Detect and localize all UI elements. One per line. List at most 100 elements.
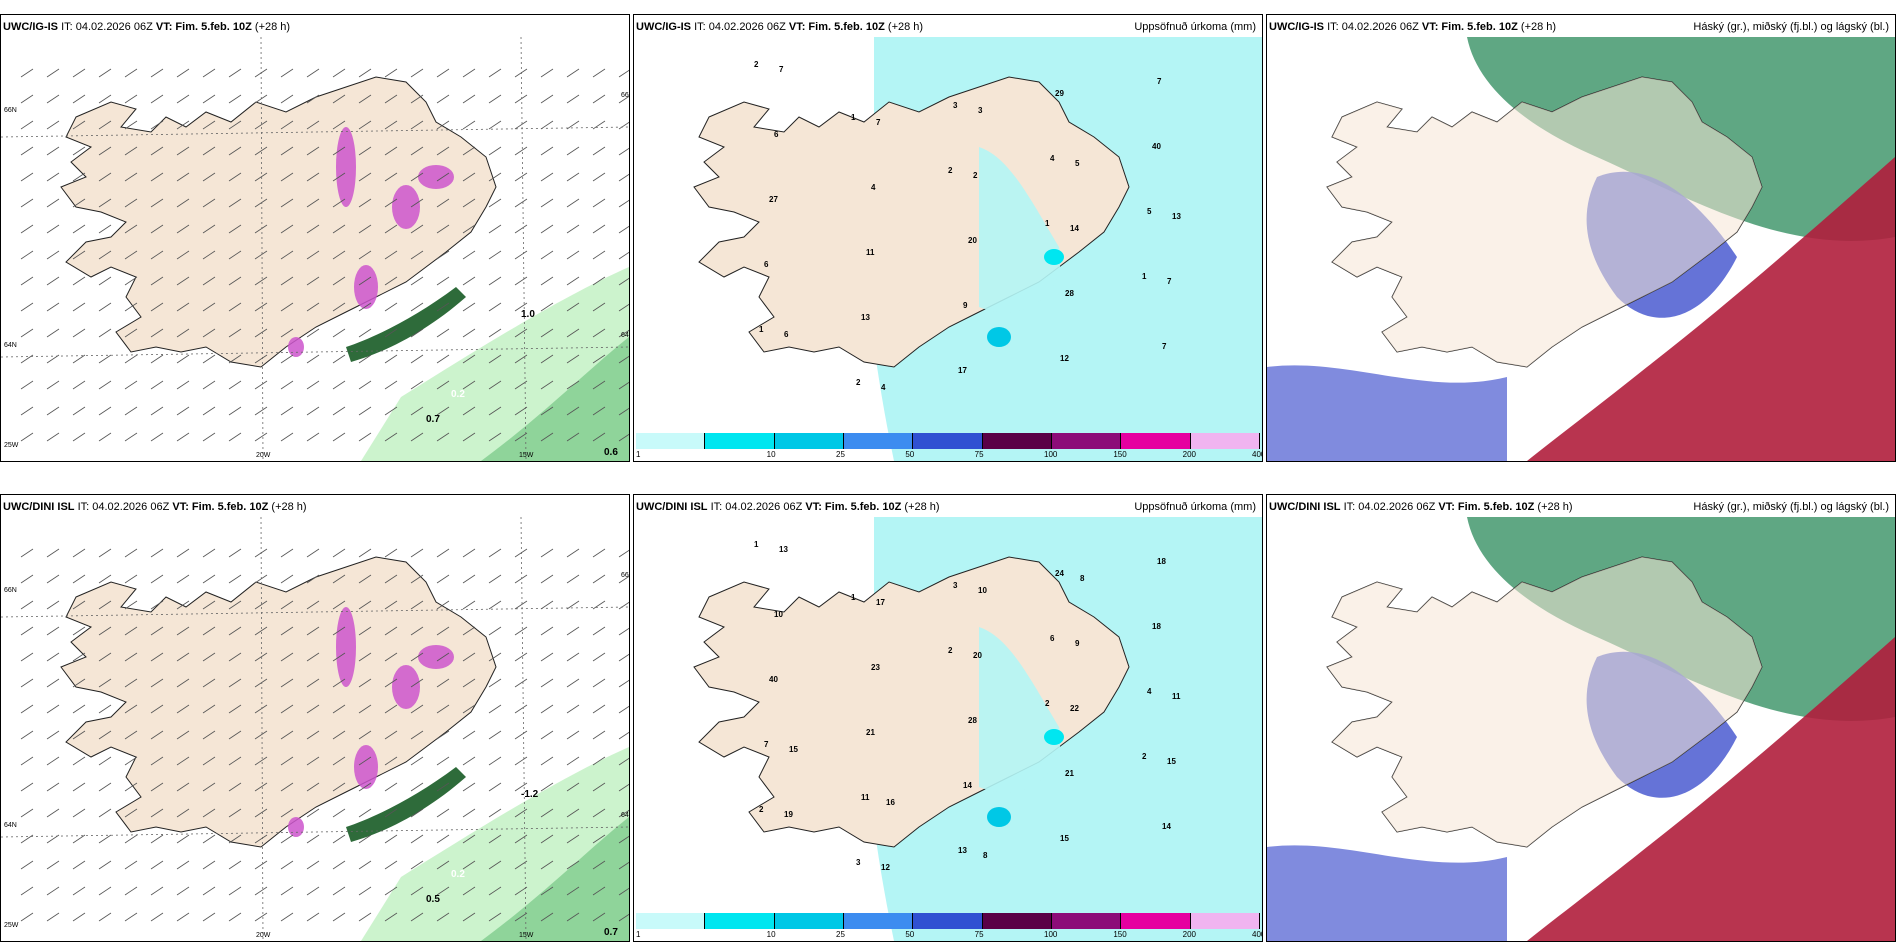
wind-barb: [540, 328, 554, 338]
map-panel-wind[interactable]: UWC/DINI ISL IT: 04.02.2026 06Z VT: Fim.…: [0, 494, 630, 942]
map-panel-wind[interactable]: UWC/IG-IS IT: 04.02.2026 06Z VT: Fim. 5.…: [0, 14, 630, 462]
lon-label-20: 20W: [256, 452, 271, 459]
precip-value: 17: [876, 598, 885, 607]
map-panel-cloud[interactable]: UWC/DINI ISL IT: 04.02.2026 06Z VT: Fim.…: [1266, 494, 1896, 942]
corner-value: 0.7: [604, 927, 618, 938]
map-canvas[interactable]: [1267, 517, 1895, 941]
wind-barb: [592, 250, 606, 260]
precip-value: 7: [764, 740, 769, 749]
precip-area: [979, 627, 1061, 793]
wind-barb: [384, 626, 398, 636]
wind-barb: [46, 432, 60, 442]
wind-barb: [306, 886, 320, 896]
wind-barb: [228, 756, 242, 766]
wind-barb: [124, 756, 138, 766]
colorbar-tick: 200: [1182, 930, 1197, 939]
wind-barb: [618, 355, 629, 364]
precip-value: 1: [754, 540, 759, 549]
wind-barb: [384, 574, 398, 584]
lead-time: (+28 h): [271, 501, 307, 513]
precip-value: 15: [789, 745, 798, 754]
precip-value: 4: [871, 183, 876, 192]
wind-barb: [514, 250, 528, 260]
wind-barb: [280, 886, 294, 896]
wind-barb: [20, 782, 34, 792]
wind-barb: [488, 432, 502, 442]
wind-barb: [332, 808, 346, 818]
graticule-line: [520, 37, 527, 461]
wind-barb: [72, 302, 86, 312]
wind-barb: [488, 276, 502, 286]
wind-barb: [488, 354, 502, 364]
precip-value: 20: [973, 651, 982, 660]
lon-label-25: 25W: [4, 442, 19, 449]
wind-barb: [384, 678, 398, 688]
wind-barb: [410, 756, 424, 766]
wind-barb: [488, 678, 502, 688]
lead-time: (+28 h): [887, 21, 924, 33]
wind-barb: [228, 172, 242, 182]
wind-barb: [462, 380, 476, 390]
wind-barb: [384, 276, 398, 286]
map-panel-cloud[interactable]: UWC/IG-IS IT: 04.02.2026 06Z VT: Fim. 5.…: [1266, 14, 1896, 462]
wind-barb: [410, 626, 424, 636]
wind-barb: [280, 198, 294, 208]
wind-barb: [202, 276, 216, 286]
wind-barb: [306, 782, 320, 792]
colorbar-swatch: [982, 913, 1052, 929]
precip-value: 6: [774, 130, 779, 139]
graticule-line: [260, 517, 264, 941]
map-canvas[interactable]: 1 1 2 2 2 2 3 3 6 4 7 11 13 24 18 40 21 14 15 18 10 23 28 21 14 1…: [634, 517, 1262, 941]
lat-label-66: 66N: [4, 587, 17, 594]
wind-barb: [306, 678, 320, 688]
wind-barb: [254, 302, 268, 312]
wind-barb: [410, 600, 424, 610]
map-canvas[interactable]: [1267, 37, 1895, 461]
wind-barb: [280, 354, 294, 364]
wind-barb: [462, 600, 476, 610]
map-panel-precip[interactable]: UWC/IG-IS IT: 04.02.2026 06Z VT: Fim. 5.…: [633, 14, 1263, 462]
wind-barb: [410, 224, 424, 234]
precip-value: 14: [963, 781, 972, 790]
colorbar-swatch: [1052, 433, 1122, 449]
wind-barb: [436, 328, 450, 338]
wind-barb: [202, 730, 216, 740]
wind-barb: [72, 574, 86, 584]
wind-barb: [436, 172, 450, 182]
wind-barb: [514, 146, 528, 156]
map-canvas[interactable]: 66N 64N 25W 20W 15W 66N 64N 0.6 1.0 0.7 0.2: [1, 37, 629, 461]
wind-barb: [618, 653, 629, 662]
map-panel-precip[interactable]: UWC/DINI ISL IT: 04.02.2026 06Z VT: Fim.…: [633, 494, 1263, 942]
valid-time-label: VT:: [1421, 21, 1439, 33]
wind-barb: [384, 652, 398, 662]
wind-barb: [228, 886, 242, 896]
wind-barb: [410, 172, 424, 182]
snow-cell: [392, 185, 420, 229]
wind-barb: [254, 886, 268, 896]
wind-barb: [410, 354, 424, 364]
wind-barb: [72, 912, 86, 922]
wind-barb: [306, 172, 320, 182]
wind-barb: [176, 704, 190, 714]
wind-barb: [410, 328, 424, 338]
wind-barb: [176, 224, 190, 234]
wind-barb: [176, 626, 190, 636]
map-canvas[interactable]: 66N 64N 25W 20W 15W 66N 64N 0.7 -1.2 0.5 0.2: [1, 517, 629, 941]
wind-barb: [462, 548, 476, 558]
wind-barb: [176, 756, 190, 766]
wind-barb: [462, 94, 476, 104]
wind-barb: [436, 68, 450, 78]
wind-barb: [566, 250, 580, 260]
wind-barb: [514, 834, 528, 844]
map-canvas[interactable]: 2 1 2 1 1 1 2 3 4 5 6 13 17 29 40 27 11 9 12 7 6 4 20 28 7 7 7 2 14 7…: [634, 37, 1262, 461]
wind-barb: [358, 354, 372, 364]
wind-barb: [566, 354, 580, 364]
wind-barb: [488, 120, 502, 130]
lead-time: (+28 h): [1537, 501, 1573, 513]
wind-barb: [150, 912, 164, 922]
wind-barb: [332, 432, 346, 442]
wind-barb: [410, 380, 424, 390]
wind-barb: [98, 302, 112, 312]
wind-barb: [488, 730, 502, 740]
wind-barb: [124, 808, 138, 818]
